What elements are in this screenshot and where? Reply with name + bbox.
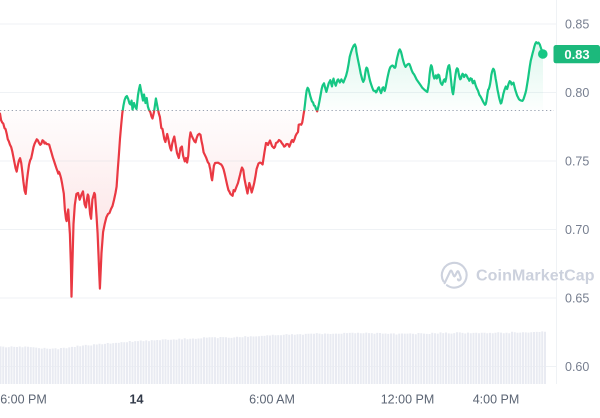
svg-text:12:00 PM: 12:00 PM [381,393,435,407]
svg-text:0.75: 0.75 [565,155,589,169]
svg-text:0.65: 0.65 [565,292,589,306]
svg-text:0.83: 0.83 [564,47,589,62]
svg-text:CoinMarketCap: CoinMarketCap [476,268,595,285]
svg-text:0.70: 0.70 [565,223,589,237]
svg-text:14: 14 [130,393,144,407]
svg-text:6:00 PM: 6:00 PM [0,393,47,407]
svg-text:4:00 PM: 4:00 PM [473,393,520,407]
svg-text:0.80: 0.80 [565,86,589,100]
svg-text:0.85: 0.85 [565,18,589,32]
svg-text:0.60: 0.60 [565,360,589,374]
svg-text:6:00 AM: 6:00 AM [249,393,295,407]
